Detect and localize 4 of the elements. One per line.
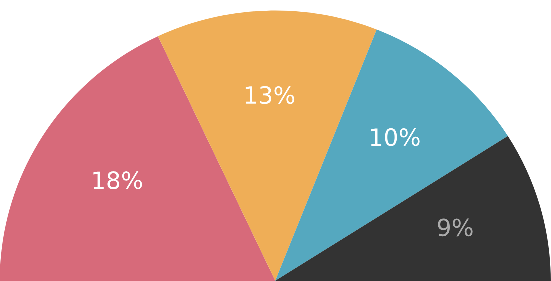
data-label: 13% (246, 86, 295, 104)
data-label: 9% (438, 218, 473, 237)
data-label: 10% (371, 128, 420, 146)
data-label: 18% (94, 172, 142, 190)
